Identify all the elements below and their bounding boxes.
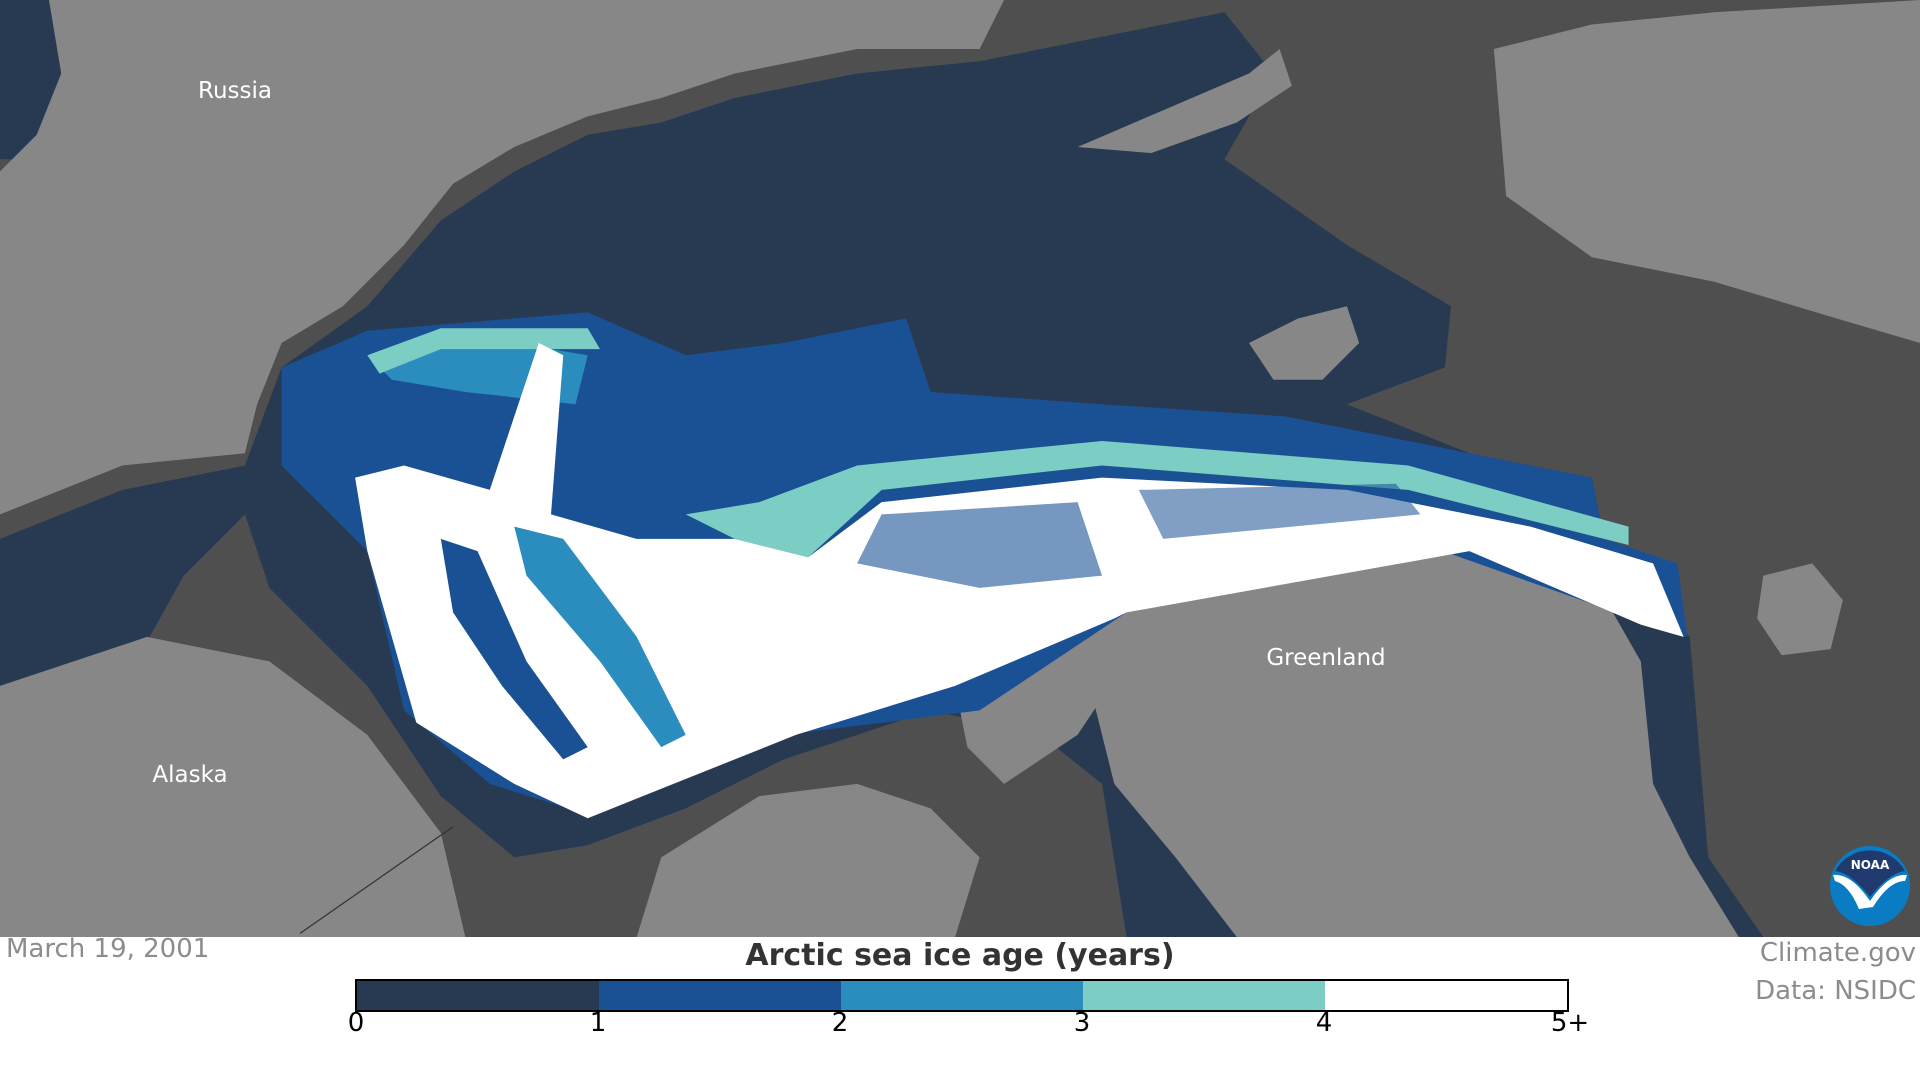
- ice-mixed-patch-east: [1138, 483, 1421, 539]
- colorbar-tick-3: 3: [1073, 1008, 1091, 1038]
- colorbar-segment-4-5: [1325, 981, 1567, 1010]
- land-canada-archipelago: [636, 783, 980, 937]
- noaa-logo: NOAA: [1830, 846, 1910, 926]
- date-label: March 19, 2001: [6, 934, 210, 964]
- land-iceland-area: [1757, 563, 1843, 656]
- map-label-greenland: Greenland: [1266, 645, 1386, 671]
- land-russia: [0, 0, 1005, 515]
- colorbar-segment-0-1: [357, 981, 599, 1010]
- ice-1-year-streak: [440, 538, 588, 760]
- map-label-alaska: Alaska: [152, 762, 228, 788]
- colorbar-segment-2-3: [841, 981, 1083, 1010]
- ice-2-year-streak: [514, 526, 686, 748]
- credit-site: Climate.gov: [1759, 938, 1916, 968]
- colorbar-segment-3-4: [1083, 981, 1325, 1010]
- map-label-russia: Russia: [198, 78, 272, 104]
- ice-mixed-patch: [857, 502, 1103, 588]
- land-ellesmere: [955, 612, 1127, 784]
- colorbar-tick-1: 1: [589, 1008, 607, 1038]
- sea-ice-age-map: [0, 0, 1920, 937]
- land-greenland: [1089, 502, 1739, 937]
- border-line: [299, 826, 454, 934]
- land-alaska: [0, 636, 466, 937]
- noaa-logo-text: NOAA: [1851, 858, 1890, 872]
- ice-3-year-arc: [367, 328, 600, 374]
- colorbar-segment-1-2: [599, 981, 841, 1010]
- colorbar-tick-0: 0: [347, 1008, 365, 1038]
- land-svalbard: [1248, 306, 1360, 380]
- colorbar-tick-2: 2: [831, 1008, 849, 1038]
- credits: Climate.gov Data: NSIDC: [1755, 934, 1916, 1010]
- age-colorbar: [355, 979, 1569, 1012]
- colorbar-tick-5plus: 5+: [1550, 1008, 1590, 1038]
- land-europe: [1493, 0, 1920, 343]
- colorbar-tick-4: 4: [1315, 1008, 1333, 1038]
- legend-title: Arctic sea ice age (years): [745, 938, 1175, 973]
- credit-data: Data: NSIDC: [1755, 976, 1916, 1006]
- ice-3-year-band: [685, 440, 1629, 558]
